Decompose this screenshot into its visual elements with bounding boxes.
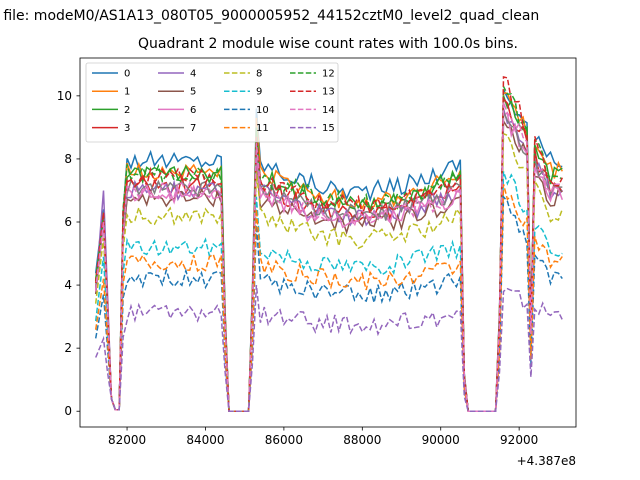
legend-label-6: 6 <box>190 105 196 116</box>
legend-label-15: 15 <box>322 123 335 134</box>
legend-label-3: 3 <box>124 123 130 134</box>
series-line-10 <box>94 194 563 412</box>
x-tick-label: 82000 <box>108 433 146 447</box>
legend-label-12: 12 <box>322 69 335 80</box>
series-line-15 <box>95 285 563 412</box>
x-tick-label: 88000 <box>343 433 381 447</box>
x-offset-label: +4.387e8 <box>517 454 576 468</box>
legend-label-13: 13 <box>322 87 335 98</box>
legend-label-2: 2 <box>124 105 130 116</box>
series-line-14 <box>94 101 563 412</box>
x-tick-label: 86000 <box>265 433 303 447</box>
legend-box <box>85 62 339 143</box>
y-tick-label: 10 <box>57 89 72 103</box>
axis-ticks: 82000 84000 86000 88000 90000 92000 0 2 4 6 8 10 +4.… <box>57 89 576 468</box>
y-tick-label: 6 <box>64 215 72 229</box>
axes-border <box>79 57 577 428</box>
series-lines <box>94 75 564 412</box>
chart-title: Quadrant 2 module wise count rates with … <box>138 36 518 52</box>
legend-label-1: 1 <box>124 87 130 98</box>
x-tick-label: 84000 <box>186 433 224 447</box>
legend-label-5: 5 <box>190 87 196 98</box>
legend-label-7: 7 <box>190 123 196 134</box>
y-tick-label: 4 <box>64 278 72 292</box>
figure-suptitle: n file: modeM0/AS1A13_080T05_9000005952_… <box>0 8 540 24</box>
legend-label-8: 8 <box>256 69 262 80</box>
axes-frame <box>79 57 577 428</box>
legend-label-14: 14 <box>322 105 335 116</box>
legend-label-11: 11 <box>256 123 269 134</box>
y-tick-label: 8 <box>64 152 72 166</box>
x-tick-label: 90000 <box>422 433 460 447</box>
legend-label-0: 0 <box>124 69 130 80</box>
y-tick-label: 2 <box>64 341 72 355</box>
y-tick-label: 0 <box>64 404 72 418</box>
legend-label-9: 9 <box>256 87 262 98</box>
x-tick-label: 92000 <box>500 433 538 447</box>
legend-label-10: 10 <box>256 105 269 116</box>
legend-label-4: 4 <box>190 69 196 80</box>
series-line-9 <box>94 171 563 412</box>
